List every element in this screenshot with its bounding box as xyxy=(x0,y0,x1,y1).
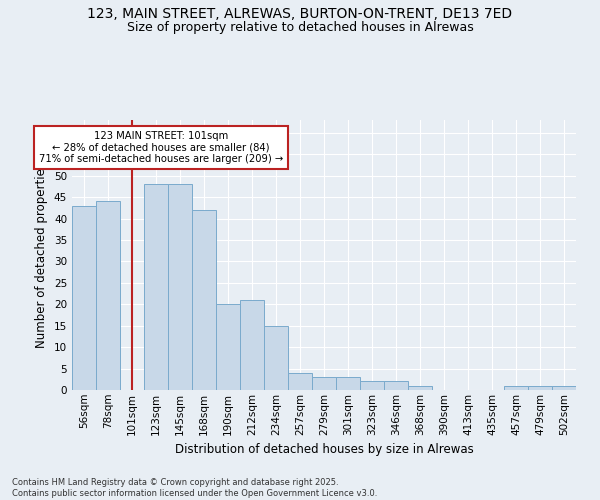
X-axis label: Distribution of detached houses by size in Alrewas: Distribution of detached houses by size … xyxy=(175,443,473,456)
Bar xyxy=(528,386,552,390)
Bar xyxy=(168,184,192,390)
Bar xyxy=(288,373,312,390)
Bar xyxy=(552,386,576,390)
Y-axis label: Number of detached properties: Number of detached properties xyxy=(35,162,49,348)
Bar xyxy=(408,386,432,390)
Bar xyxy=(360,382,384,390)
Bar xyxy=(504,386,528,390)
Bar xyxy=(96,202,120,390)
Text: Contains HM Land Registry data © Crown copyright and database right 2025.
Contai: Contains HM Land Registry data © Crown c… xyxy=(12,478,377,498)
Bar xyxy=(312,377,336,390)
Bar xyxy=(144,184,168,390)
Bar xyxy=(72,206,96,390)
Text: Size of property relative to detached houses in Alrewas: Size of property relative to detached ho… xyxy=(127,21,473,34)
Bar xyxy=(336,377,360,390)
Text: 123 MAIN STREET: 101sqm
← 28% of detached houses are smaller (84)
71% of semi-de: 123 MAIN STREET: 101sqm ← 28% of detache… xyxy=(38,130,283,164)
Text: 123, MAIN STREET, ALREWAS, BURTON-ON-TRENT, DE13 7ED: 123, MAIN STREET, ALREWAS, BURTON-ON-TRE… xyxy=(88,8,512,22)
Bar xyxy=(384,382,408,390)
Bar xyxy=(264,326,288,390)
Bar xyxy=(192,210,216,390)
Bar xyxy=(240,300,264,390)
Bar xyxy=(216,304,240,390)
